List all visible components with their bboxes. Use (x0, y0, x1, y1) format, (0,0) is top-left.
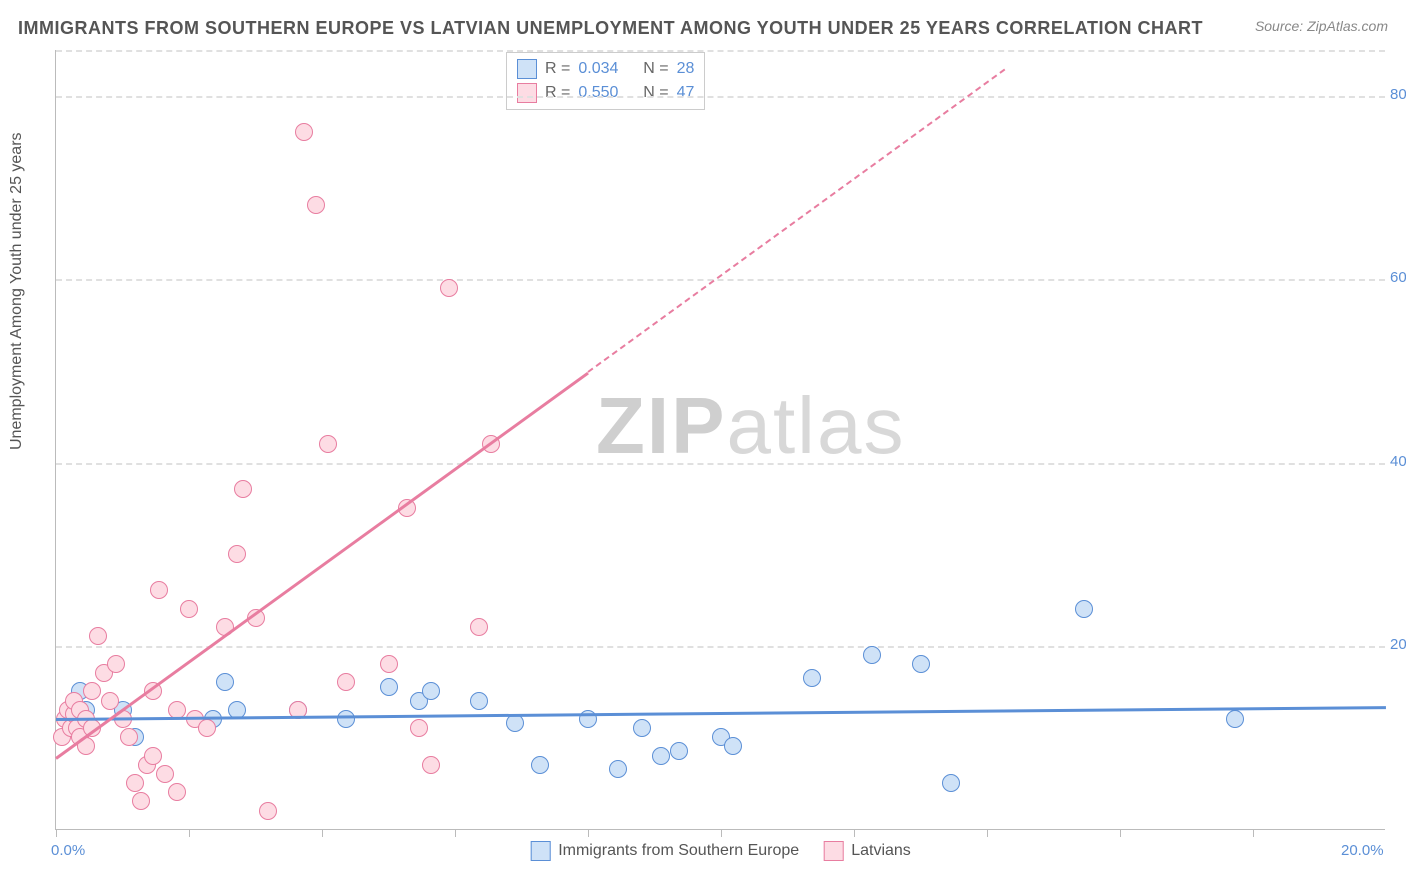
data-point-southern_europe (652, 747, 670, 765)
data-point-southern_europe (803, 669, 821, 687)
data-point-southern_europe (422, 682, 440, 700)
x-tick (1120, 829, 1121, 837)
data-point-latvians (234, 480, 252, 498)
chart-title: IMMIGRANTS FROM SOUTHERN EUROPE VS LATVI… (18, 18, 1203, 39)
data-point-southern_europe (470, 692, 488, 710)
y-tick-label: 60.0% (1390, 269, 1406, 286)
data-point-southern_europe (380, 678, 398, 696)
stats-row-latvians: R = 0.550 N = 47 (517, 81, 694, 105)
watermark-bold: ZIP (596, 381, 726, 470)
r-value: 0.550 (578, 84, 618, 102)
x-tick-label: 20.0% (1341, 842, 1384, 859)
grid-line (56, 463, 1385, 465)
data-point-latvians (150, 581, 168, 599)
data-point-latvians (295, 123, 313, 141)
data-point-latvians (337, 673, 355, 691)
grid-line-top (56, 50, 1385, 52)
y-tick-label: 80.0% (1390, 86, 1406, 103)
swatch-icon (517, 83, 537, 103)
data-point-southern_europe (633, 719, 651, 737)
data-point-southern_europe (670, 742, 688, 760)
data-point-latvians (132, 792, 150, 810)
data-point-latvians (198, 719, 216, 737)
source-name: ZipAtlas.com (1307, 18, 1388, 34)
regression-line (56, 706, 1386, 721)
data-point-latvians (120, 728, 138, 746)
data-point-latvians (380, 655, 398, 673)
data-point-latvians (422, 756, 440, 774)
data-point-southern_europe (912, 655, 930, 673)
swatch-icon (823, 841, 843, 861)
data-point-latvians (168, 783, 186, 801)
data-point-latvians (307, 196, 325, 214)
data-point-southern_europe (216, 673, 234, 691)
data-point-southern_europe (531, 756, 549, 774)
data-point-southern_europe (1226, 710, 1244, 728)
n-label: N = (643, 84, 668, 102)
x-tick (987, 829, 988, 837)
watermark: ZIPatlas (596, 380, 905, 472)
data-point-southern_europe (1075, 600, 1093, 618)
stats-row-southern_europe: R = 0.034 N = 28 (517, 57, 694, 81)
data-point-latvians (89, 627, 107, 645)
legend-item-southern_europe: Immigrants from Southern Europe (530, 841, 799, 861)
x-tick (56, 829, 57, 837)
x-tick (322, 829, 323, 837)
watermark-light: atlas (726, 381, 905, 470)
legend-label: Immigrants from Southern Europe (558, 842, 799, 860)
data-point-latvians (319, 435, 337, 453)
x-tick (588, 829, 589, 837)
grid-line (56, 279, 1385, 281)
data-point-latvians (470, 618, 488, 636)
r-label: R = (545, 84, 570, 102)
grid-line (56, 96, 1385, 98)
x-tick (721, 829, 722, 837)
regression-line (55, 371, 589, 759)
data-point-southern_europe (506, 714, 524, 732)
x-tick (1253, 829, 1254, 837)
data-point-southern_europe (863, 646, 881, 664)
data-point-latvians (180, 600, 198, 618)
swatch-icon (517, 59, 537, 79)
data-point-latvians (156, 765, 174, 783)
data-point-latvians (440, 279, 458, 297)
x-tick (854, 829, 855, 837)
n-label: N = (643, 60, 668, 78)
n-value: 28 (677, 60, 695, 78)
r-value: 0.034 (578, 60, 618, 78)
legend-bottom: Immigrants from Southern Europe Latvians (530, 841, 911, 861)
data-point-latvians (126, 774, 144, 792)
data-point-southern_europe (609, 760, 627, 778)
x-tick (189, 829, 190, 837)
grid-line (56, 646, 1385, 648)
scatter-plot-area: ZIPatlas R =0.034 N =28R =0.550 N =47 Im… (55, 50, 1385, 830)
data-point-latvians (83, 682, 101, 700)
source-label: Source: (1255, 18, 1307, 34)
data-point-latvians (259, 802, 277, 820)
r-label: R = (545, 60, 570, 78)
data-point-latvians (410, 719, 428, 737)
correlation-stats-box: R = 0.034 N = 28 R = 0.550 N = 47 (506, 52, 705, 110)
source-attribution: Source: ZipAtlas.com (1255, 18, 1388, 34)
swatch-icon (530, 841, 550, 861)
data-point-southern_europe (337, 710, 355, 728)
x-tick (455, 829, 456, 837)
data-point-latvians (107, 655, 125, 673)
data-point-latvians (101, 692, 119, 710)
data-point-southern_europe (942, 774, 960, 792)
legend-label: Latvians (851, 842, 911, 860)
y-tick-label: 40.0% (1390, 453, 1406, 470)
data-point-latvians (228, 545, 246, 563)
data-point-southern_europe (724, 737, 742, 755)
data-point-latvians (144, 747, 162, 765)
x-tick-label: 0.0% (51, 842, 85, 859)
y-axis-label: Unemployment Among Youth under 25 years (8, 132, 26, 450)
y-tick-label: 20.0% (1390, 636, 1406, 653)
legend-item-latvians: Latvians (823, 841, 911, 861)
regression-line-dashed (587, 69, 1005, 373)
n-value: 47 (677, 84, 695, 102)
